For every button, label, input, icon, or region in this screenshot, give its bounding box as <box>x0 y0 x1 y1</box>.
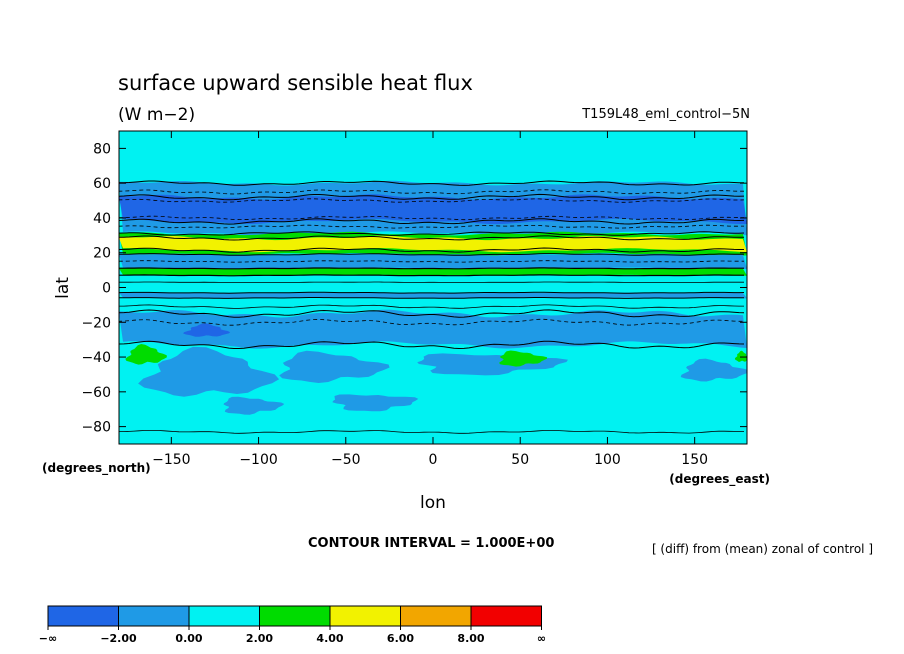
units-label: (W m−2) <box>118 105 195 125</box>
colorbar-label: −2.00 <box>100 632 137 645</box>
y-tick-label: 20 <box>93 246 111 262</box>
fill-band-north-inner <box>119 194 747 225</box>
x-units-label: (degrees_east) <box>669 472 770 487</box>
colorbar-swatch <box>400 605 472 627</box>
colorbar-label: −∞ <box>39 632 57 645</box>
x-tick-label: −50 <box>331 452 361 468</box>
contour-line-5 <box>119 218 745 225</box>
experiment-label: T159L48_eml_control−5N <box>581 107 750 122</box>
y-tick-label: 60 <box>93 176 111 192</box>
fill-patch-south-2 <box>279 350 390 383</box>
contour-line-1 <box>119 189 744 195</box>
contour-line-13 <box>119 274 744 277</box>
colorbar-swatch <box>118 605 190 627</box>
x-tick-label: 100 <box>594 452 621 468</box>
fill-patch-south-5 <box>223 396 285 415</box>
fill-band-south-blue <box>119 309 747 349</box>
chart-title: surface upward sensible heat flux <box>118 71 473 95</box>
contour-line-9 <box>119 247 744 253</box>
y-tick-label: 40 <box>93 211 111 227</box>
x-tick-label: 50 <box>511 452 529 468</box>
fill-band-yellow-north <box>119 235 747 253</box>
x-tick-label: 150 <box>681 452 708 468</box>
fill-patch-green-3 <box>734 350 747 362</box>
y-tick-label: 0 <box>102 281 111 297</box>
contour-line-7 <box>119 231 745 236</box>
x-tick-label: 0 <box>429 452 438 468</box>
contour-line-16 <box>119 297 744 299</box>
comparison-note: [ (diff) from (mean) zonal of control ] <box>652 542 873 556</box>
colorbar-swatch <box>47 605 119 627</box>
contour-line-4 <box>119 215 745 221</box>
contour-line-17 <box>119 304 744 309</box>
y-tick-label: −60 <box>81 385 111 401</box>
contour-line-8 <box>119 235 744 241</box>
y-axis-label: lat <box>53 277 73 299</box>
y-tick-label: −80 <box>81 420 111 436</box>
contour-interval-text: CONTOUR INTERVAL = 1.000E+00 <box>308 536 554 551</box>
fill-patch-south-4 <box>680 358 747 382</box>
contour-line-20 <box>119 340 745 350</box>
colorbar-label: ∞ <box>537 632 546 645</box>
colorbar-swatch <box>470 605 542 627</box>
y-units-label: (degrees_north) <box>42 461 151 476</box>
fill-patch-green-2 <box>499 350 548 367</box>
fill-patch-south-1 <box>138 346 280 397</box>
colorbar-label: 2.00 <box>246 632 273 645</box>
colorbar-swatch <box>259 605 331 627</box>
contour-line-3 <box>119 198 745 203</box>
contour-line-18 <box>119 309 745 318</box>
contour-line-12 <box>119 267 744 270</box>
contour-line-10 <box>119 253 744 256</box>
y-tick-label: 80 <box>93 141 111 157</box>
colorbar-label: 6.00 <box>387 632 414 645</box>
y-tick-label: −20 <box>81 315 111 331</box>
fill-band-equator-blue <box>119 292 747 299</box>
contour-line-0 <box>119 180 745 186</box>
contour-line-11 <box>119 260 744 263</box>
colorbar-label: 4.00 <box>316 632 343 645</box>
fill-band-tropic-blue <box>119 253 747 270</box>
fill-background <box>119 131 747 444</box>
colorbar-label: 8.00 <box>457 632 484 645</box>
x-tick-label: −150 <box>152 452 190 468</box>
plot-area: −150 −100 −50 0 50 100 150 80 60 40 20 0 −20 −40 −60 −8… <box>81 130 748 468</box>
colorbar-label: 0.00 <box>175 632 202 645</box>
contour-line-2 <box>119 193 745 201</box>
y-tick-label: −40 <box>81 350 111 366</box>
x-tick-label: −100 <box>239 452 277 468</box>
fill-patch-green-1 <box>125 344 167 365</box>
fill-band-tropic-green <box>119 267 747 276</box>
colorbar-swatch <box>188 605 260 627</box>
fill-patch-dark-south <box>183 323 231 337</box>
colorbar: −∞ −2.00 0.00 2.00 4.00 6.00 8.00 ∞ <box>39 605 546 645</box>
contour-line-21 <box>119 430 745 434</box>
contour-line-6 <box>119 224 745 229</box>
contour-line-19 <box>119 318 745 326</box>
colorbar-swatch <box>329 605 401 627</box>
x-axis-label: lon <box>420 493 446 513</box>
fill-patch-south-6 <box>332 394 419 412</box>
contour-line-15 <box>119 291 745 294</box>
contour-line-14 <box>119 281 744 283</box>
